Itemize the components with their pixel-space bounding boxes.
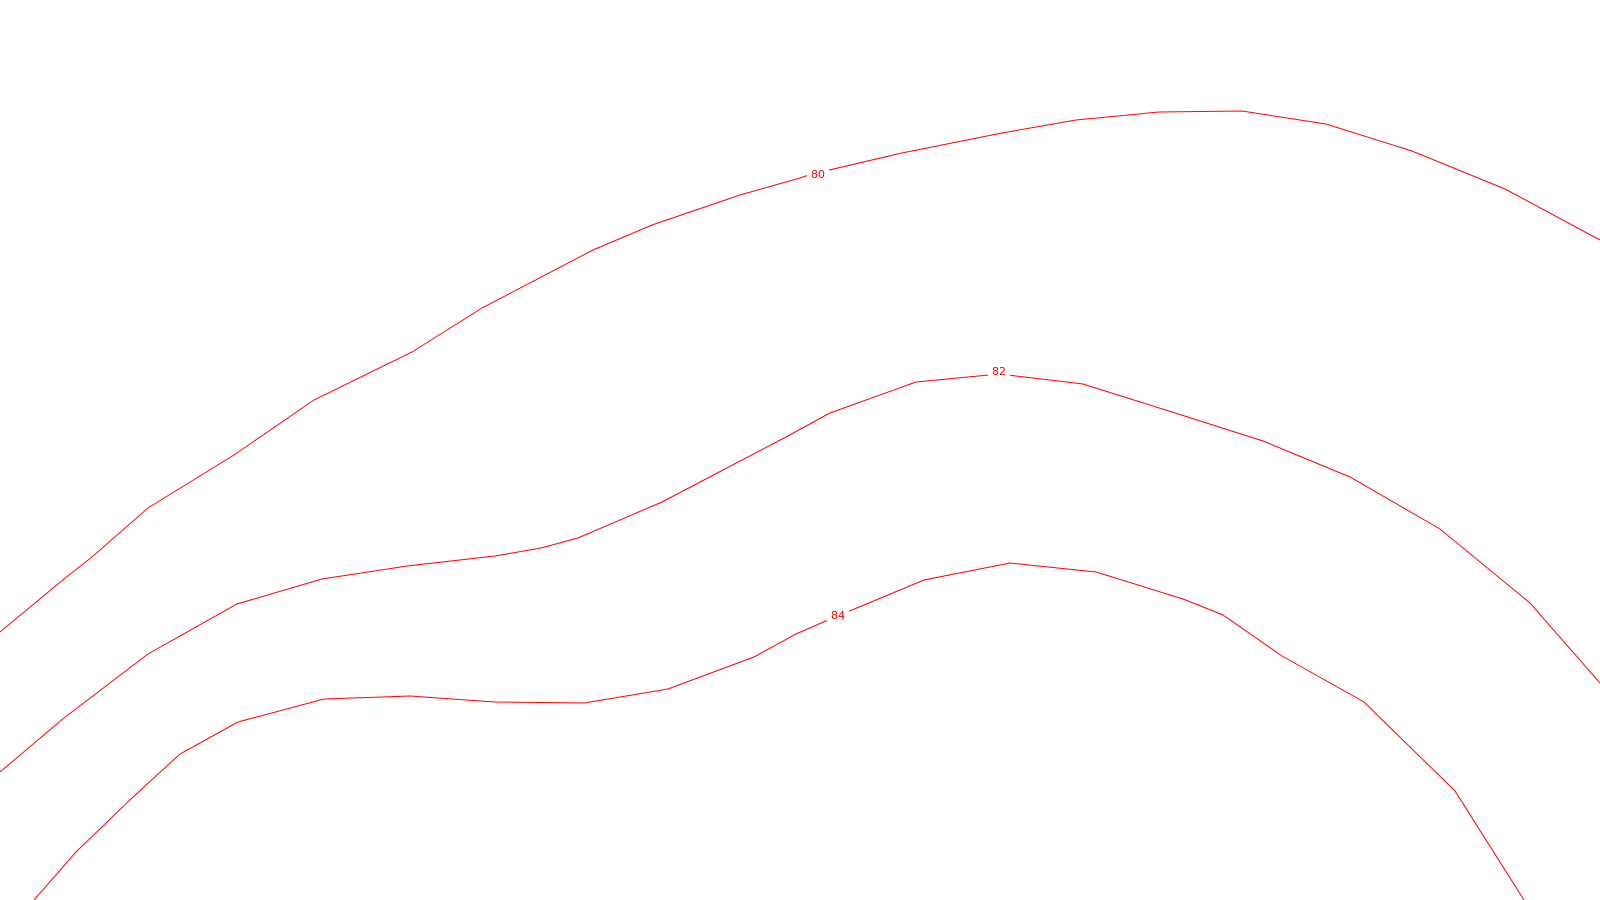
contour-80: 80: [0, 110, 1600, 633]
contour-line-80: [0, 110, 1600, 633]
contour-label-bg-82: [988, 364, 1010, 379]
contour-82: 82: [0, 364, 1600, 773]
contour-label-82: 82: [992, 365, 1006, 378]
contour-label-bg-84: [827, 608, 849, 623]
contour-line-84: [33, 562, 1525, 900]
contour-line-82: [0, 374, 1600, 773]
contour-label-84: 84: [831, 609, 845, 622]
contour-label-bg-80: [807, 167, 829, 182]
contour-84: 84: [33, 562, 1525, 900]
contour-label-80: 80: [811, 168, 825, 181]
